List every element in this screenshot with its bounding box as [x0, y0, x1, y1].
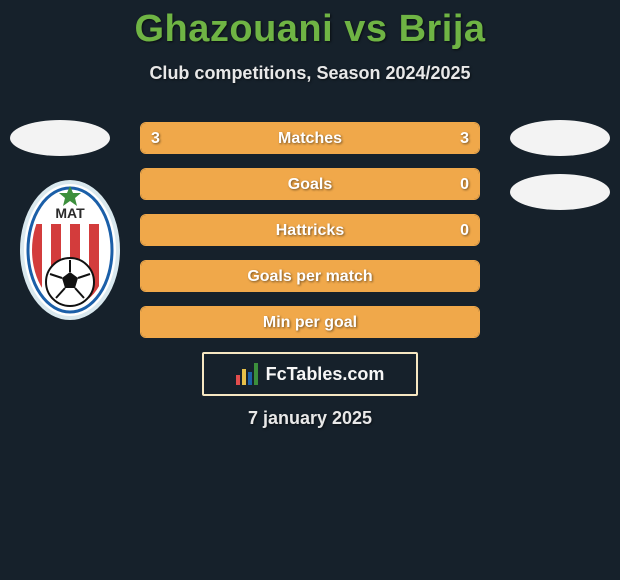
stat-row: Matches3 3 [140, 122, 480, 154]
content-root: Ghazouani vs Brija Club competitions, Se… [0, 0, 620, 580]
player-right-avatar-1 [510, 120, 610, 156]
stat-row: Goals0 [140, 168, 480, 200]
page-title: Ghazouani vs Brija [0, 0, 620, 51]
footer-date: 7 january 2025 [0, 408, 620, 429]
stat-value-right: 0 [460, 215, 469, 246]
stat-label: Matches [141, 123, 479, 154]
stats-container: Matches33Goals0Hattricks0Goals per match… [140, 122, 480, 352]
bar-chart-icon [236, 363, 260, 385]
player-left-avatar [10, 120, 110, 156]
stat-label: Min per goal [141, 307, 479, 338]
club-crest-icon: MAT [20, 180, 120, 320]
stat-row: Goals per match [140, 260, 480, 292]
stat-value-right: 3 [460, 123, 469, 154]
svg-text:MAT: MAT [55, 205, 85, 221]
watermark-box[interactable]: FcTables.com [202, 352, 418, 396]
stat-label: Goals [141, 169, 479, 200]
stat-label: Hattricks [141, 215, 479, 246]
stat-row: Hattricks0 [140, 214, 480, 246]
club-badge-left: MAT [10, 180, 130, 320]
stat-value-left: 3 [151, 123, 160, 154]
watermark-text: FcTables.com [266, 364, 385, 385]
player-right-avatar-2 [510, 174, 610, 210]
subtitle: Club competitions, Season 2024/2025 [0, 63, 620, 84]
stat-value-right: 0 [460, 169, 469, 200]
stat-row: Min per goal [140, 306, 480, 338]
stat-label: Goals per match [141, 261, 479, 292]
